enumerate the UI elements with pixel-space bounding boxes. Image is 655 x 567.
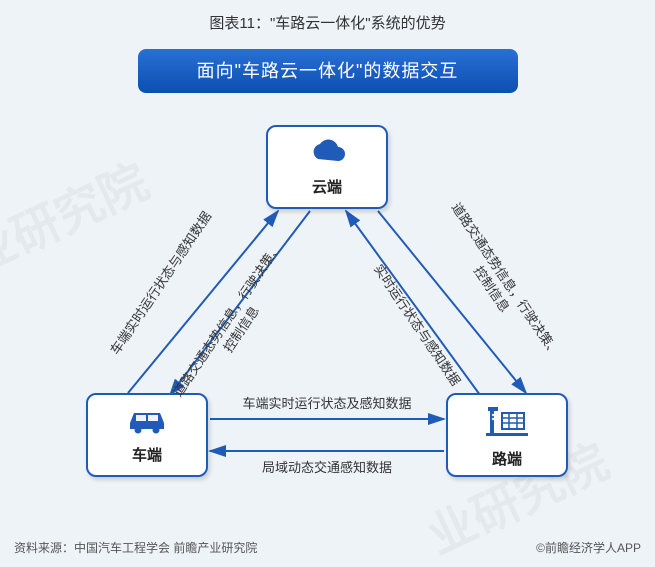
road-infra-icon [484, 405, 530, 439]
node-cloud: 云端 [266, 125, 388, 209]
car-icon [124, 405, 170, 435]
node-cloud-label: 云端 [268, 176, 386, 197]
footer-source: 资料来源：中国汽车工程学会 前瞻产业研究院 [14, 539, 257, 556]
edge-label: 道路交通态势信息，行驶决策、控制信息 [428, 193, 568, 378]
node-road-label: 路端 [448, 448, 566, 469]
edge-label: 局域动态交通感知数据 [227, 457, 427, 476]
banner-title: 面向"车路云一体化"的数据交互 [138, 49, 518, 93]
cloud-icon [306, 137, 348, 167]
chart-title: 图表11："车路云一体化"系统的优势 [0, 0, 655, 41]
node-car-label: 车端 [88, 444, 206, 465]
diagram-canvas: 云端 车端 路端 车端实时运行状态与感知数据 道路交通态势信息，行驶决策 [0, 93, 655, 513]
footer-copyright: ©前瞻经济学人APP [536, 539, 641, 556]
edge-label: 车端实时运行状态及感知数据 [227, 393, 427, 412]
